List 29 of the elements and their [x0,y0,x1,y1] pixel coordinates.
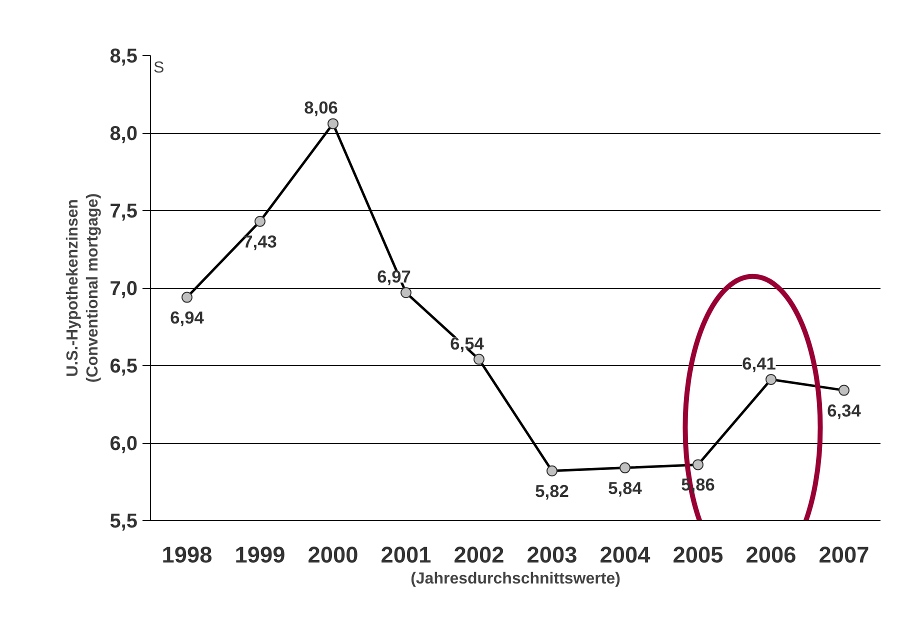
data-label: 5,82 [535,480,569,501]
y-tick-label: 8,0 [110,123,138,145]
y-tick-label: 5,5 [110,510,138,532]
x-tick-label: 2006 [746,542,796,568]
y-tick-label: 7,0 [110,278,138,300]
data-label: 6,54 [450,333,484,354]
y-tick-label: 8,5 [110,46,138,68]
x-tick-label: 2001 [380,542,432,568]
x-tick-label: 2003 [526,542,578,568]
x-tick-label: 1999 [234,542,286,568]
y-tick-label: 7,5 [110,200,138,222]
data-label: 6,34 [827,400,862,420]
annotation: S [154,60,164,76]
data-label: 6,97 [377,266,411,287]
data-label: 6,41 [742,353,776,374]
x-tick-label: 2000 [308,542,358,568]
y-tick-label: 6,0 [110,433,138,455]
x-tick-label: 2002 [454,542,504,568]
data-label: 8,06 [304,98,338,118]
data-label: 6,94 [170,307,204,328]
x-tick-label: 2004 [600,542,651,568]
x-tick-label: 1998 [162,542,212,568]
x-tick-label: 2005 [672,542,724,568]
data-label: 5,84 [608,478,642,498]
x-axis-title: (Jahresdurchschnittswerte) [410,570,620,588]
x-tick-label: 2007 [818,542,870,568]
y-axis-title: U.S.-Hypothekenzinsen (Conventional mortgage) [64,193,102,383]
data-label: 7,43 [243,231,278,252]
y-tick-label: 6,5 [110,356,138,378]
